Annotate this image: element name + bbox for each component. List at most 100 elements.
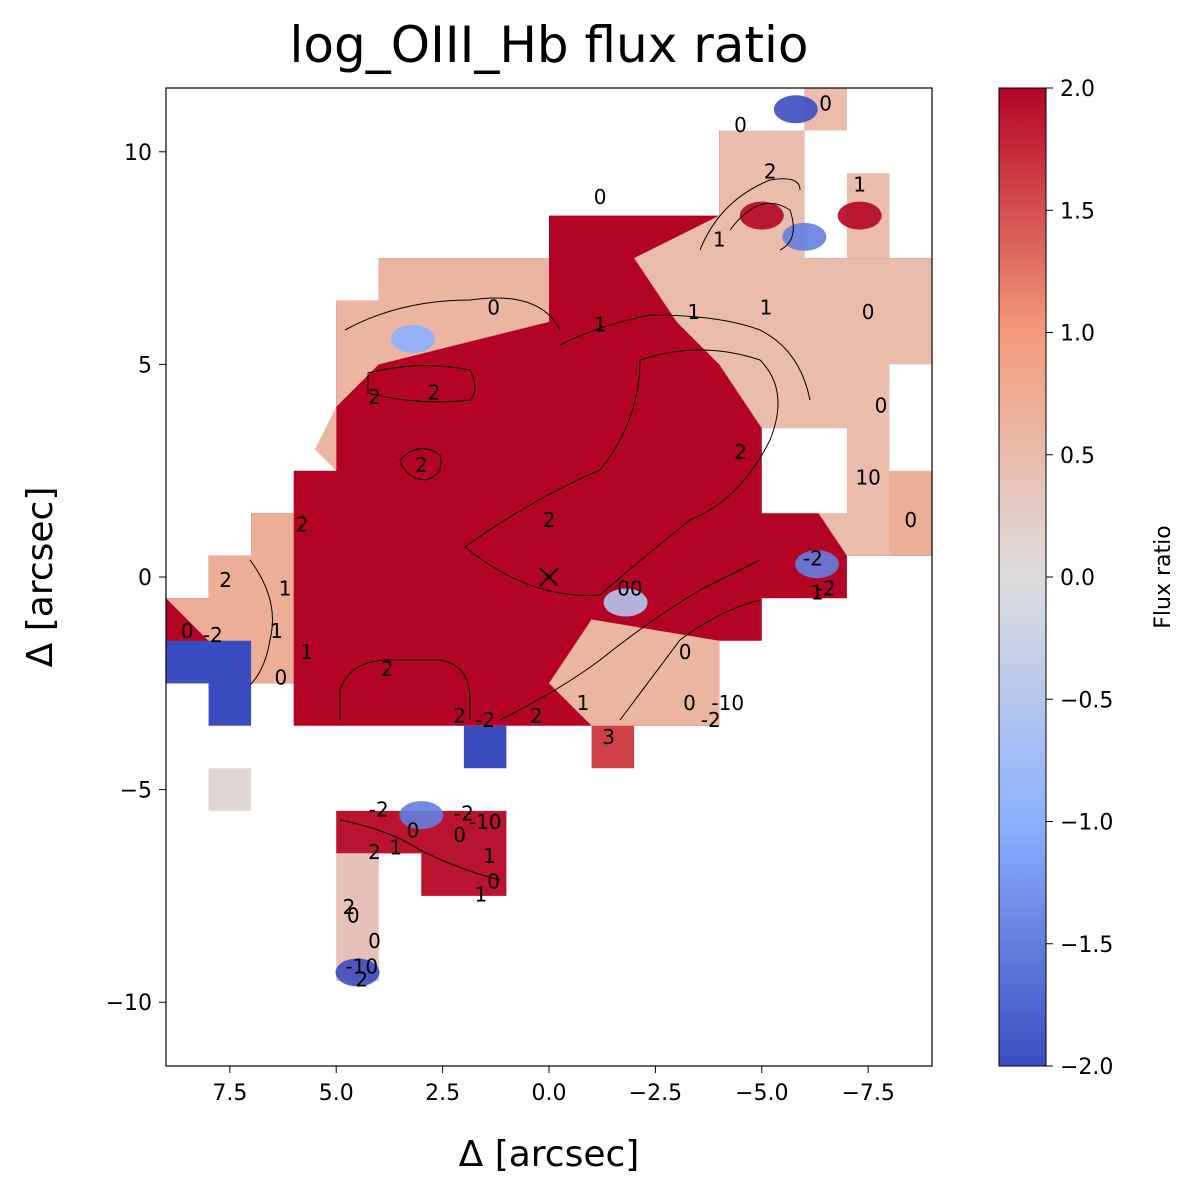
contour-line-blob-upper (367, 365, 476, 403)
contour-label: 0 (862, 300, 875, 324)
contour-label: 2 (764, 160, 777, 184)
contour-label: 0 (487, 296, 500, 320)
hotspot-ne-blue-2 (782, 222, 827, 251)
contour-line-blob-mid (399, 448, 442, 481)
contour-label: 2 (543, 508, 556, 532)
chart-title: log_OIII_Hb flux ratio (290, 16, 809, 74)
colorbar (998, 87, 1047, 1067)
x-tick-label: −2.5 (629, 1081, 682, 1106)
contour-line-ne-1 (699, 178, 801, 251)
contour-label: 0 (734, 113, 747, 137)
hotspot-ne-red-2 (837, 201, 882, 230)
colorbar-tick-label: −1.0 (1060, 811, 1113, 836)
cutout-east-notch (889, 364, 932, 471)
contour-label: 3 (602, 725, 615, 749)
hotspot-blob-2-lower (378, 690, 423, 719)
contour-label: 2 (219, 568, 232, 592)
hotspot-blue-dip-0 (390, 324, 435, 353)
hotspot-lower-blue-edge (399, 801, 444, 830)
contour-label: 1 (687, 300, 700, 324)
region-west-edge-halo (166, 513, 294, 684)
contour-label: 0 (819, 92, 832, 116)
contours-layer (249, 178, 811, 881)
contour-label: -10 (711, 691, 744, 715)
colorbar-tick-label: −1.5 (1060, 933, 1113, 958)
contour-label: 2 (296, 512, 309, 536)
contour-label: 0 (679, 640, 692, 664)
contour-label: 1 (594, 313, 607, 337)
contour-line-core-2 (464, 349, 779, 596)
contour-label: 2 (355, 967, 368, 991)
region-outer-halo-east (634, 130, 932, 556)
colorbar-tick-label: −2.0 (1060, 1055, 1113, 1080)
contour-label: 10 (855, 466, 880, 490)
contour-label: -10 (469, 810, 502, 834)
x-axis-ticks: 7.5 5.0 2.5 0.0 −2.5 −5.0 −7.5 (212, 1066, 895, 1106)
contour-label: -2 (475, 708, 495, 732)
contour-label: 0 (487, 870, 500, 894)
colorbar-label: Flux ratio (1151, 525, 1176, 628)
contour-label: 1 (270, 619, 283, 643)
contour-line-1-north (559, 314, 811, 401)
contour-label: 0 (875, 393, 888, 417)
colorbar-tick-label: 0.0 (1060, 566, 1095, 591)
x-tick-label: 7.5 (212, 1081, 247, 1106)
hotspot-blob-2-mid (399, 448, 444, 477)
y-axis-label: Δ [arcsec] (20, 487, 61, 668)
contour-label: 0 (406, 819, 419, 843)
contour-label: 2 (368, 840, 381, 864)
contour-label: 2 (343, 895, 356, 919)
y-axis-ticks: 10 5 0 −5 −10 (106, 141, 166, 1016)
contour-label: 2 (368, 385, 381, 409)
hotspot-blob-2-upper (378, 371, 423, 400)
x-tick-label: −7.5 (841, 1081, 894, 1106)
contour-label: 1 (483, 844, 496, 868)
contour-label: 1 (389, 836, 402, 860)
y-tick-label: −5 (120, 779, 152, 804)
contour-label: 1 (811, 581, 824, 605)
x-tick-label: −5.0 (735, 1081, 788, 1106)
y-tick-label: 0 (138, 566, 152, 591)
contour-label: 0 (683, 691, 696, 715)
contour-label: 1 (853, 172, 866, 196)
contour-label: 1 (577, 691, 590, 715)
contour-label: 1 (713, 228, 726, 252)
contour-label: 1 (475, 882, 488, 906)
y-tick-label: 5 (138, 353, 152, 378)
contour-label: 0 (453, 823, 466, 847)
hotspot-tail-blue (335, 958, 380, 987)
contour-line-lower-2 (339, 819, 501, 881)
contour-label: 0 (904, 508, 917, 532)
contour-line-east-1 (499, 559, 761, 721)
x-tick-label: 2.5 (425, 1081, 460, 1106)
region-lower-island-tail (336, 853, 379, 981)
contour-label: 0 (347, 904, 360, 928)
contour-label: 2 (428, 381, 441, 405)
contour-label: -2 (701, 708, 721, 732)
contour-label: 2 (381, 657, 394, 681)
hotspot-blue-dip-east (795, 550, 840, 579)
contour-label: 0 (368, 929, 381, 953)
marker-layer (539, 567, 559, 587)
contour-line-ne-2 (729, 202, 794, 251)
contour-label: -2 (454, 802, 474, 826)
x-tick-label: 5.0 (319, 1081, 354, 1106)
region-outer-halo-west (314, 258, 549, 471)
contour-label: -2 (369, 797, 389, 821)
contour-line-west-1 (249, 559, 273, 686)
x-axis-label: Δ [arcsec] (459, 1134, 640, 1175)
colorbar-tick-label: 0.5 (1060, 444, 1095, 469)
contour-label: 00 (617, 576, 642, 600)
region-west-blue-block (166, 640, 252, 726)
regions-layer (166, 88, 932, 981)
region-south-small-patch (591, 725, 635, 769)
contour-label: 1 (300, 640, 313, 664)
contour-line-blob-lower (339, 659, 471, 720)
x-tick-label: 0.0 (532, 1081, 567, 1106)
contour-label: 2 (453, 704, 466, 728)
colorbar-tick-label: 1.5 (1060, 199, 1095, 224)
region-gray-square (208, 768, 252, 811)
